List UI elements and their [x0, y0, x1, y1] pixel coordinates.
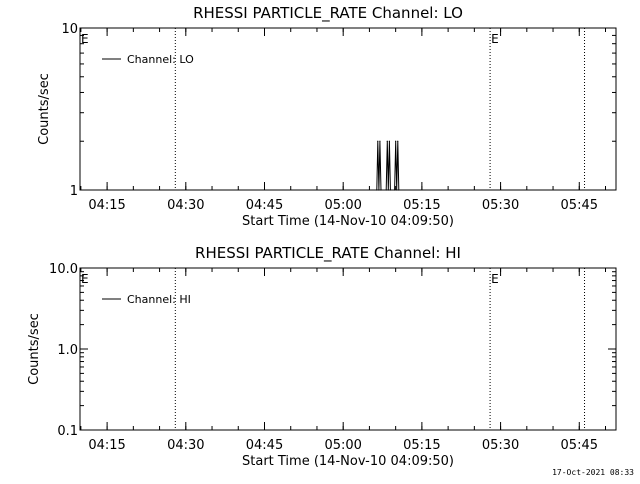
plot-hi-channel: RHESSI PARTICLE_RATE Channel: HI Counts/s… [0, 240, 640, 480]
data-point [379, 140, 381, 142]
data-point [385, 189, 387, 191]
series-line [376, 141, 400, 191]
x-tick-label: 05:15 [403, 198, 440, 213]
x-tick-label: 05:30 [482, 438, 519, 453]
chart-title: RHESSI PARTICLE_RATE Channel: LO [193, 4, 463, 23]
x-tick-label: 04:45 [246, 438, 283, 453]
data-point [397, 140, 399, 142]
x-axis-label: Start Time (14-Nov-10 04:09:50) [242, 454, 454, 469]
x-tick-label: 04:30 [167, 198, 204, 213]
data-point [395, 140, 397, 142]
event-marker-label: E [491, 32, 499, 46]
data-point [398, 189, 400, 191]
data-point [380, 189, 382, 191]
y-tick-label: 1.0 [57, 343, 78, 358]
x-tick-label: 05:00 [324, 198, 361, 213]
data-point [394, 189, 396, 191]
x-tick-label: 04:30 [167, 438, 204, 453]
data-point [396, 189, 398, 191]
x-tick-label: 05:00 [324, 438, 361, 453]
data-point [389, 189, 392, 191]
chart-svg: RHESSI PARTICLE_RATE Channel: LO Counts/s… [37, 4, 617, 229]
chart-title: RHESSI PARTICLE_RATE Channel: HI [195, 244, 461, 263]
event-marker-label: E [491, 272, 499, 286]
plot-lo-channel: RHESSI PARTICLE_RATE Channel: LO Counts/s… [0, 0, 640, 240]
data-point [378, 189, 380, 191]
x-tick-label: 05:30 [482, 198, 519, 213]
footer-timestamp: 17-Oct-2021 08:33 [552, 468, 634, 477]
data-point [388, 140, 390, 142]
y-tick-label: 10 [61, 22, 78, 37]
x-tick-label: 04:15 [88, 438, 125, 453]
y-tick-label: 1 [70, 184, 78, 199]
y-tick-label: 10.0 [49, 262, 78, 277]
legend-label: Channel: HI [127, 293, 191, 306]
chart-svg: RHESSI PARTICLE_RATE Channel: HI Counts/s… [27, 244, 617, 469]
event-marker-label: E [81, 272, 89, 286]
y-axis-label: Counts/sec [37, 73, 52, 145]
data-point [376, 189, 378, 191]
data-point [387, 189, 389, 191]
data-point [386, 140, 388, 142]
event-marker-label: E [81, 32, 89, 46]
x-axis-label: Start Time (14-Nov-10 04:09:50) [242, 214, 454, 229]
y-tick-label: 0.1 [57, 424, 78, 439]
plot-frame [79, 27, 617, 191]
y-axis-label: Counts/sec [27, 313, 42, 385]
x-tick-label: 04:45 [246, 198, 283, 213]
x-tick-label: 05:15 [403, 438, 440, 453]
x-tick-label: 05:45 [561, 198, 598, 213]
data-point [377, 140, 379, 142]
x-tick-label: 04:15 [88, 198, 125, 213]
legend-label: Channel: LO [127, 53, 194, 66]
x-tick-label: 05:45 [561, 438, 598, 453]
